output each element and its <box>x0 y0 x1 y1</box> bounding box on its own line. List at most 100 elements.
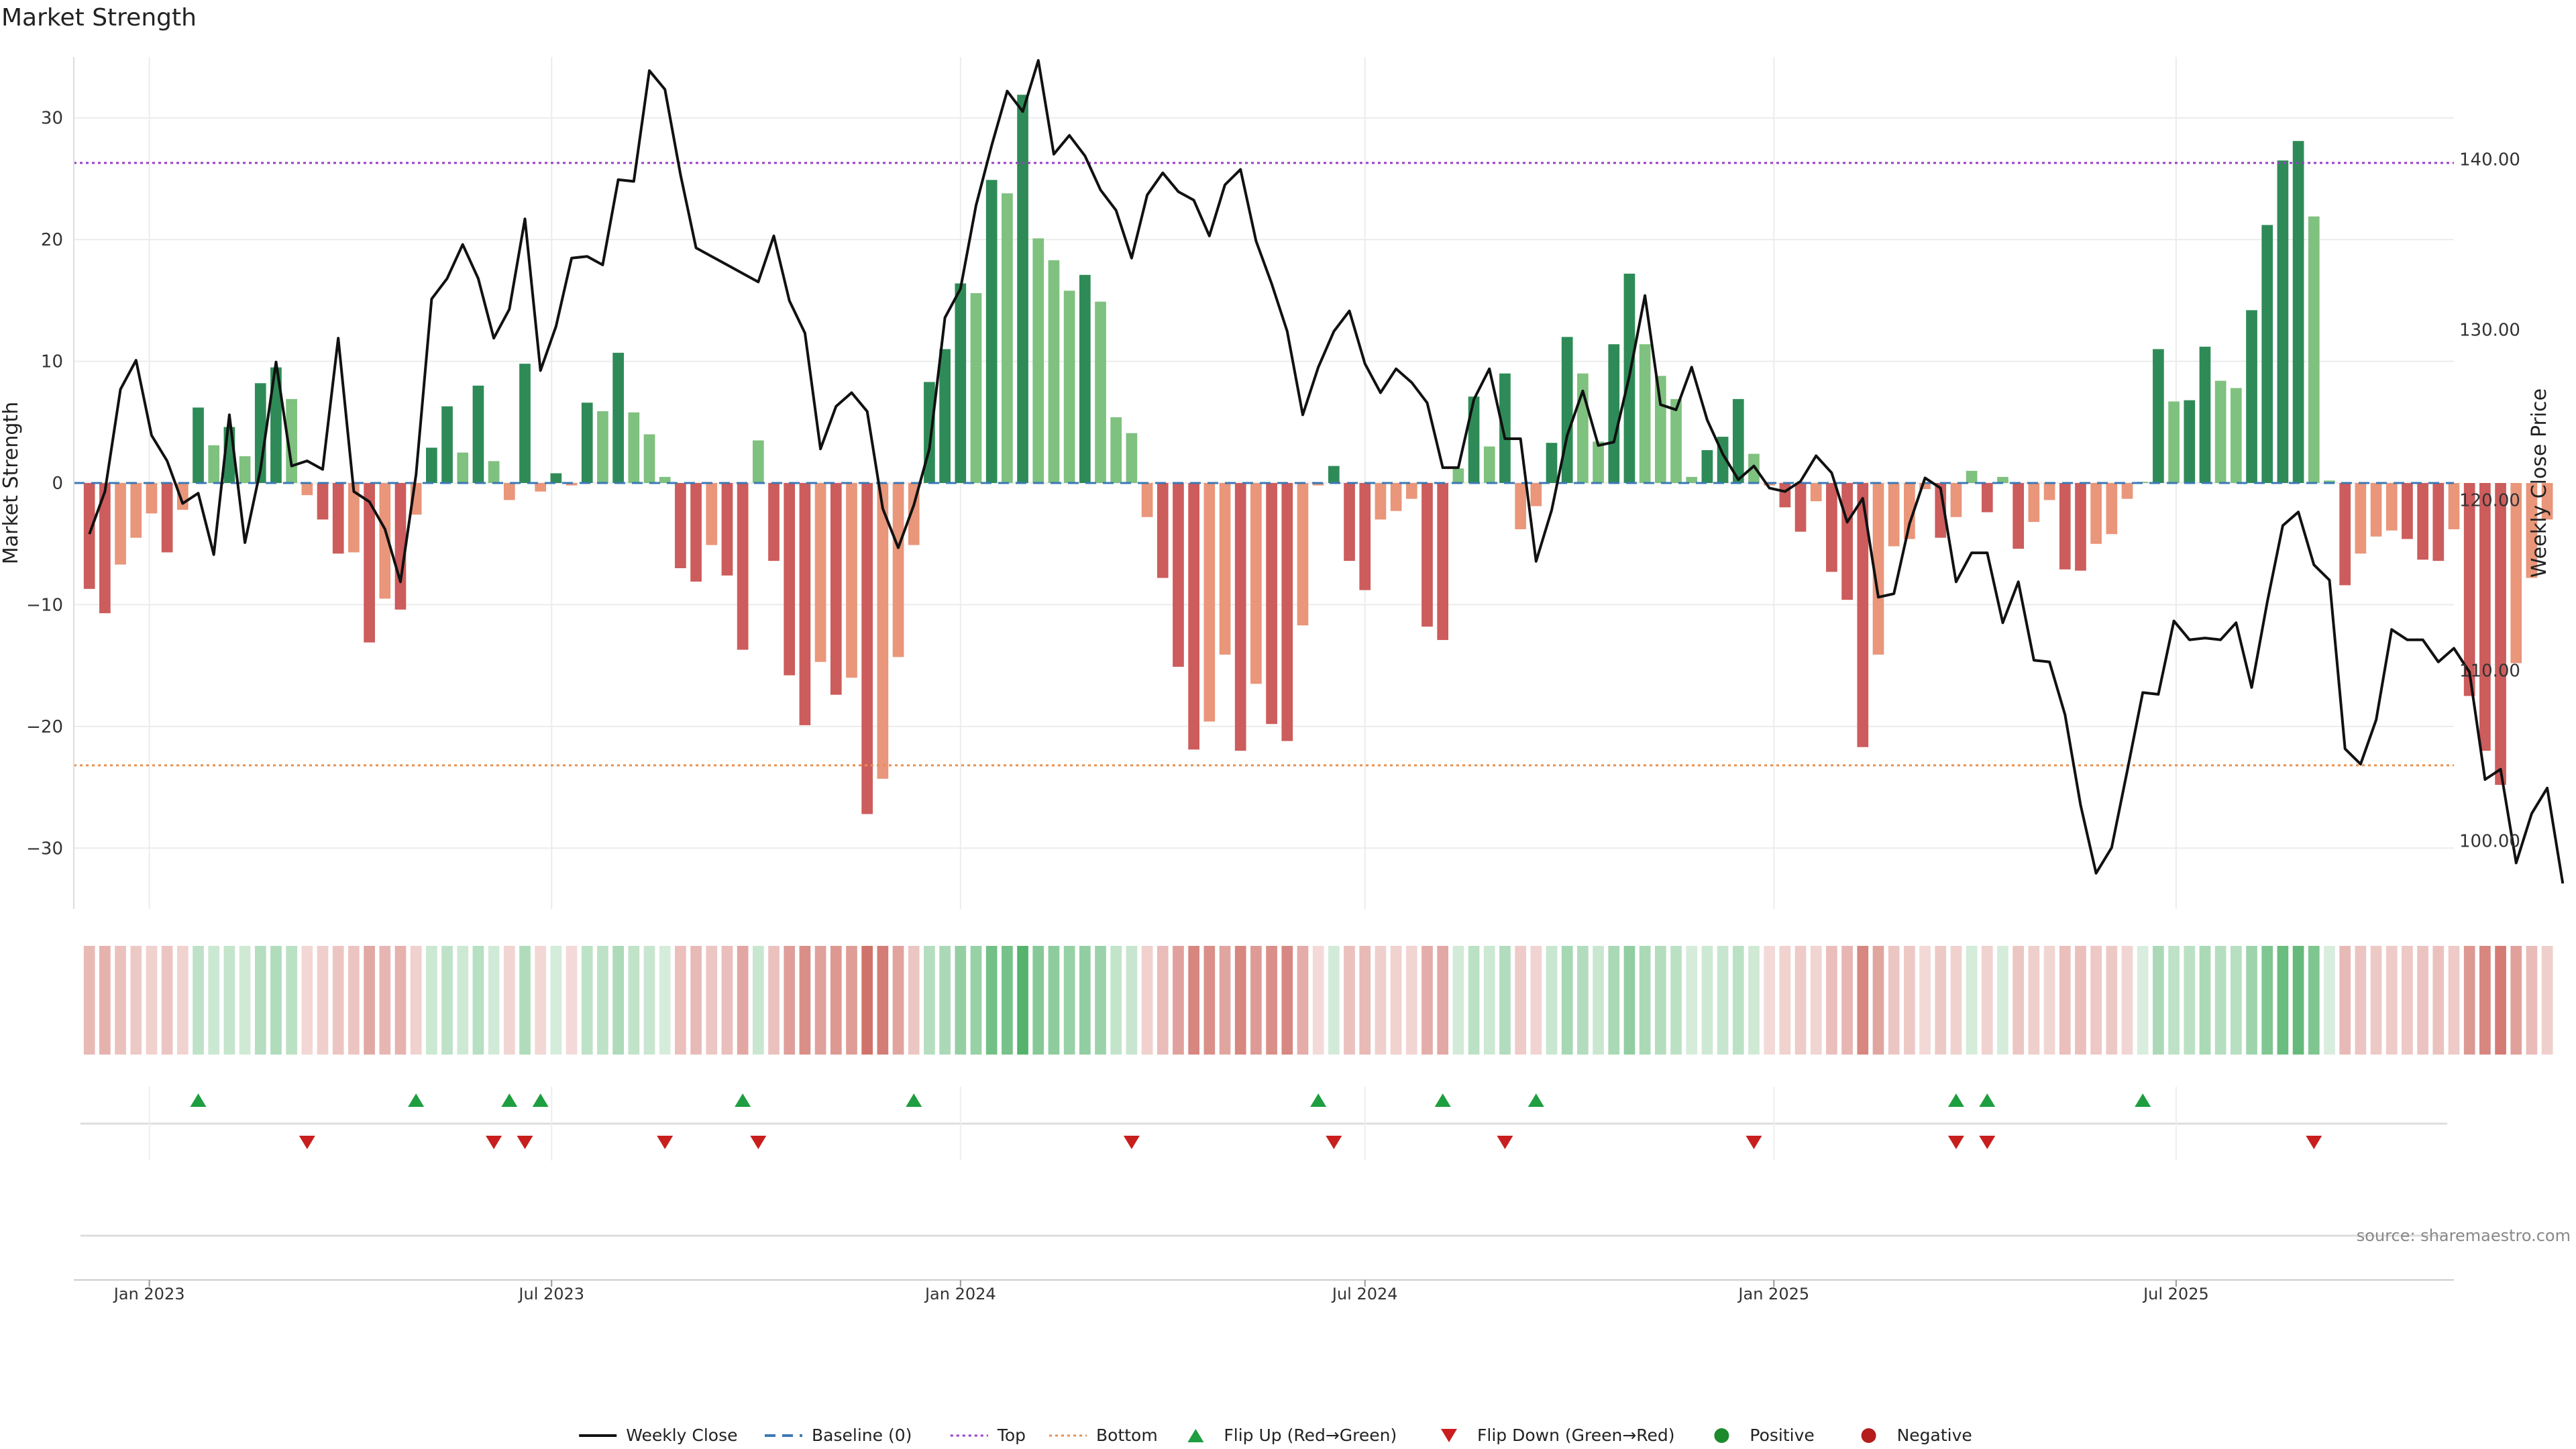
flip-down-marker <box>1497 1136 1513 1149</box>
strength-bar <box>379 483 391 599</box>
flip-down-marker <box>657 1136 674 1149</box>
flip-down-marker <box>1746 1136 1762 1149</box>
heat-cell <box>1966 946 1978 1055</box>
heat-cell <box>1405 946 1417 1055</box>
strength-bar <box>628 412 640 483</box>
heat-cell <box>581 946 593 1055</box>
strength-bar <box>1203 483 1216 722</box>
legend-label: Flip Down (Green→Red) <box>1477 1426 1675 1445</box>
strength-bar <box>706 483 718 545</box>
heat-cell <box>457 946 469 1055</box>
strength-bar <box>814 483 826 662</box>
strength-bar <box>2526 483 2538 578</box>
strength-bar <box>2121 483 2133 499</box>
heat-cell <box>1515 946 1526 1055</box>
heat-cell <box>1764 946 1776 1055</box>
legend-label: Weekly Close <box>626 1426 737 1445</box>
strength-bar <box>550 473 562 483</box>
heat-cell <box>1032 946 1044 1055</box>
strength-bar <box>830 483 842 695</box>
strength-bar <box>1297 483 1309 626</box>
heat-cell <box>223 946 235 1055</box>
heat-cell <box>706 946 718 1055</box>
strength-bar <box>441 406 453 483</box>
flip-up-marker <box>190 1093 207 1107</box>
strength-bar <box>2246 310 2257 483</box>
strength-bar <box>394 483 407 610</box>
heat-cell <box>2230 946 2242 1055</box>
flip-up-marker <box>532 1093 549 1107</box>
flip-down-marker <box>1123 1136 1140 1149</box>
heat-cell <box>1530 946 1542 1055</box>
flip-up-marker <box>735 1093 751 1107</box>
strength-bar <box>1405 483 1417 499</box>
heat-cell <box>892 946 904 1055</box>
chart-title: Market Strength <box>1 4 197 32</box>
heat-cell <box>908 946 920 1055</box>
y-tick-label: 10 <box>41 352 63 372</box>
heat-cell <box>1935 946 1947 1055</box>
strength-bar <box>1437 483 1449 641</box>
legend-label: Top <box>997 1426 1026 1445</box>
strength-bar <box>1888 483 1900 547</box>
legend-label: Positive <box>1750 1426 1814 1445</box>
heat-cell <box>1794 946 1807 1055</box>
strength-bar <box>1701 450 1713 483</box>
bars-layer <box>83 95 2553 814</box>
strength-bar <box>643 434 655 483</box>
strength-bar <box>752 440 764 483</box>
heat-cell <box>1297 946 1309 1055</box>
strength-bar <box>1095 301 1106 483</box>
heat-cell <box>1281 946 1293 1055</box>
heat-cell <box>115 946 126 1055</box>
heat-cell <box>2370 946 2382 1055</box>
heat-cell <box>208 946 220 1055</box>
heat-cell <box>301 946 313 1055</box>
heat-cell <box>1654 946 1666 1055</box>
strength-bar <box>892 483 904 657</box>
heat-cell <box>130 946 142 1055</box>
heat-cell <box>1328 946 1340 1055</box>
heat-cell <box>1063 946 1075 1055</box>
legend: Weekly Close Baseline (0) Top Bottom Flip Up… <box>579 1426 1972 1445</box>
strength-bar <box>301 483 313 496</box>
heat-cell <box>2339 946 2351 1055</box>
heat-cell <box>1639 946 1651 1055</box>
heat-cell <box>239 946 251 1055</box>
strength-bar <box>1468 396 1480 483</box>
heat-cell <box>2137 946 2149 1055</box>
heat-cell <box>799 946 811 1055</box>
heat-cell <box>394 946 407 1055</box>
strength-bar <box>985 180 998 483</box>
strength-bar <box>659 476 671 483</box>
strength-bar <box>2402 483 2413 539</box>
heat-cell <box>286 946 298 1055</box>
heat-cell <box>1452 946 1464 1055</box>
strength-bar <box>208 445 220 483</box>
heat-cell <box>1250 946 1262 1055</box>
strength-bar <box>1390 483 1402 511</box>
heat-cell <box>2417 946 2428 1055</box>
heat-cell <box>737 946 749 1055</box>
heat-cell <box>955 946 967 1055</box>
heat-cell <box>1841 946 1853 1055</box>
strength-bar <box>2199 346 2211 483</box>
flip-up-marker <box>906 1093 922 1107</box>
strength-bar <box>270 367 282 483</box>
strength-bar <box>1654 376 1666 483</box>
heat-strip-layer <box>83 946 2553 1055</box>
strength-bar <box>1966 470 1978 483</box>
strength-bar <box>1872 483 1884 655</box>
heat-cell <box>2168 946 2180 1055</box>
strength-bar <box>784 483 796 676</box>
strength-bar <box>130 483 142 538</box>
strength-bar <box>332 483 344 554</box>
strength-bar <box>239 456 251 483</box>
heat-cell <box>566 946 578 1055</box>
heat-cell <box>1872 946 1884 1055</box>
strength-bar <box>2075 483 2086 571</box>
heat-cell <box>1981 946 1993 1055</box>
heat-cell <box>2292 946 2304 1055</box>
source-label: source: sharemaestro.com <box>2357 1226 2571 1245</box>
strength-bar <box>1063 290 1075 483</box>
